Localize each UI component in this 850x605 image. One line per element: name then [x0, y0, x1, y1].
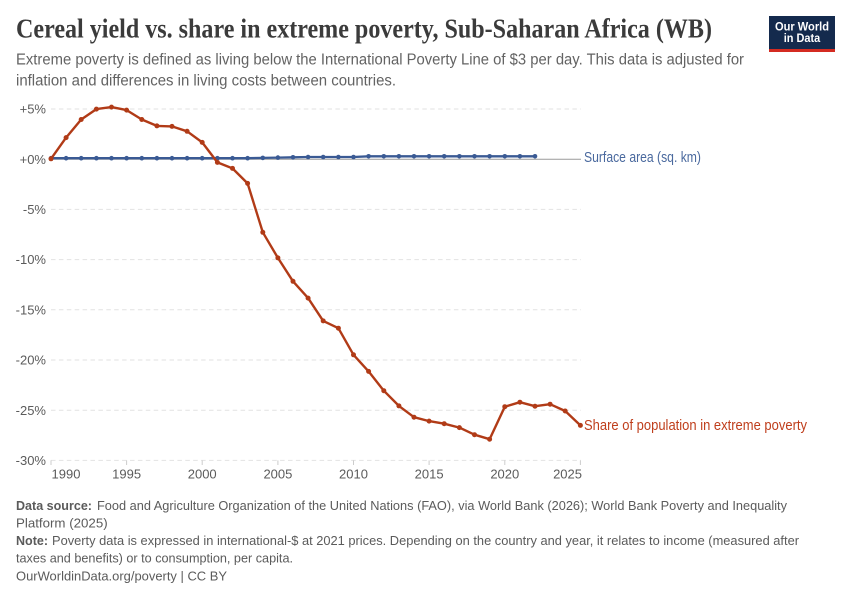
svg-text:Food and Agriculture Organizat: Food and Agriculture Organization of the…	[97, 498, 787, 513]
svg-text:Poverty data is expressed in i: Poverty data is expressed in internation…	[52, 533, 800, 548]
svg-text:2025: 2025	[553, 467, 582, 482]
svg-text:Surface area (sq. km): Surface area (sq. km)	[584, 150, 701, 166]
svg-text:OurWorldinData.org/poverty | C: OurWorldinData.org/poverty | CC BY	[16, 569, 227, 584]
svg-text:2000: 2000	[188, 467, 217, 482]
svg-text:-20%: -20%	[16, 353, 47, 368]
svg-text:1990: 1990	[52, 467, 81, 482]
svg-text:1995: 1995	[112, 467, 141, 482]
svg-text:+0%: +0%	[20, 152, 47, 167]
svg-text:Data source:: Data source:	[16, 498, 92, 513]
svg-text:-25%: -25%	[16, 403, 47, 418]
svg-text:Platform (2025): Platform (2025)	[16, 515, 108, 530]
svg-text:-15%: -15%	[16, 302, 47, 317]
svg-text:Share of population in extreme: Share of population in extreme poverty	[584, 418, 808, 434]
svg-text:+5%: +5%	[20, 102, 47, 117]
svg-text:taxes and benefits) or to cons: taxes and benefits) or to consumption, p…	[16, 550, 293, 565]
svg-text:2015: 2015	[415, 467, 444, 482]
svg-text:Cereal yield vs. share in extr: Cereal yield vs. share in extreme povert…	[16, 14, 712, 44]
svg-text:Note:: Note:	[16, 533, 48, 548]
svg-text:inflation and differences in l: inflation and differences in living cost…	[16, 73, 396, 90]
svg-text:2005: 2005	[263, 467, 292, 482]
svg-text:Our World: Our World	[775, 22, 829, 34]
svg-text:-5%: -5%	[23, 202, 47, 217]
svg-text:2010: 2010	[339, 467, 368, 482]
svg-text:-30%: -30%	[16, 453, 47, 468]
svg-text:Extreme poverty is defined as: Extreme poverty is defined as living bel…	[16, 52, 744, 69]
svg-text:2020: 2020	[490, 467, 519, 482]
svg-text:-10%: -10%	[16, 252, 47, 267]
svg-text:in Data: in Data	[784, 33, 821, 45]
